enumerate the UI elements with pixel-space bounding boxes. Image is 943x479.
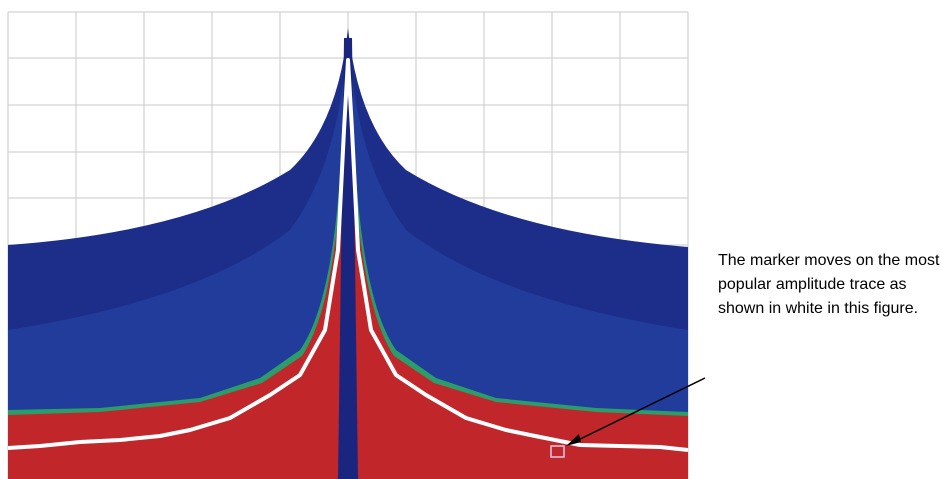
annotation-text: The marker moves on the most popular amp… bbox=[718, 252, 940, 317]
most-popular-trace bbox=[7, 58, 689, 452]
callout-arrow bbox=[569, 377, 706, 445]
arrow-head bbox=[566, 434, 581, 446]
marker bbox=[550, 445, 565, 458]
